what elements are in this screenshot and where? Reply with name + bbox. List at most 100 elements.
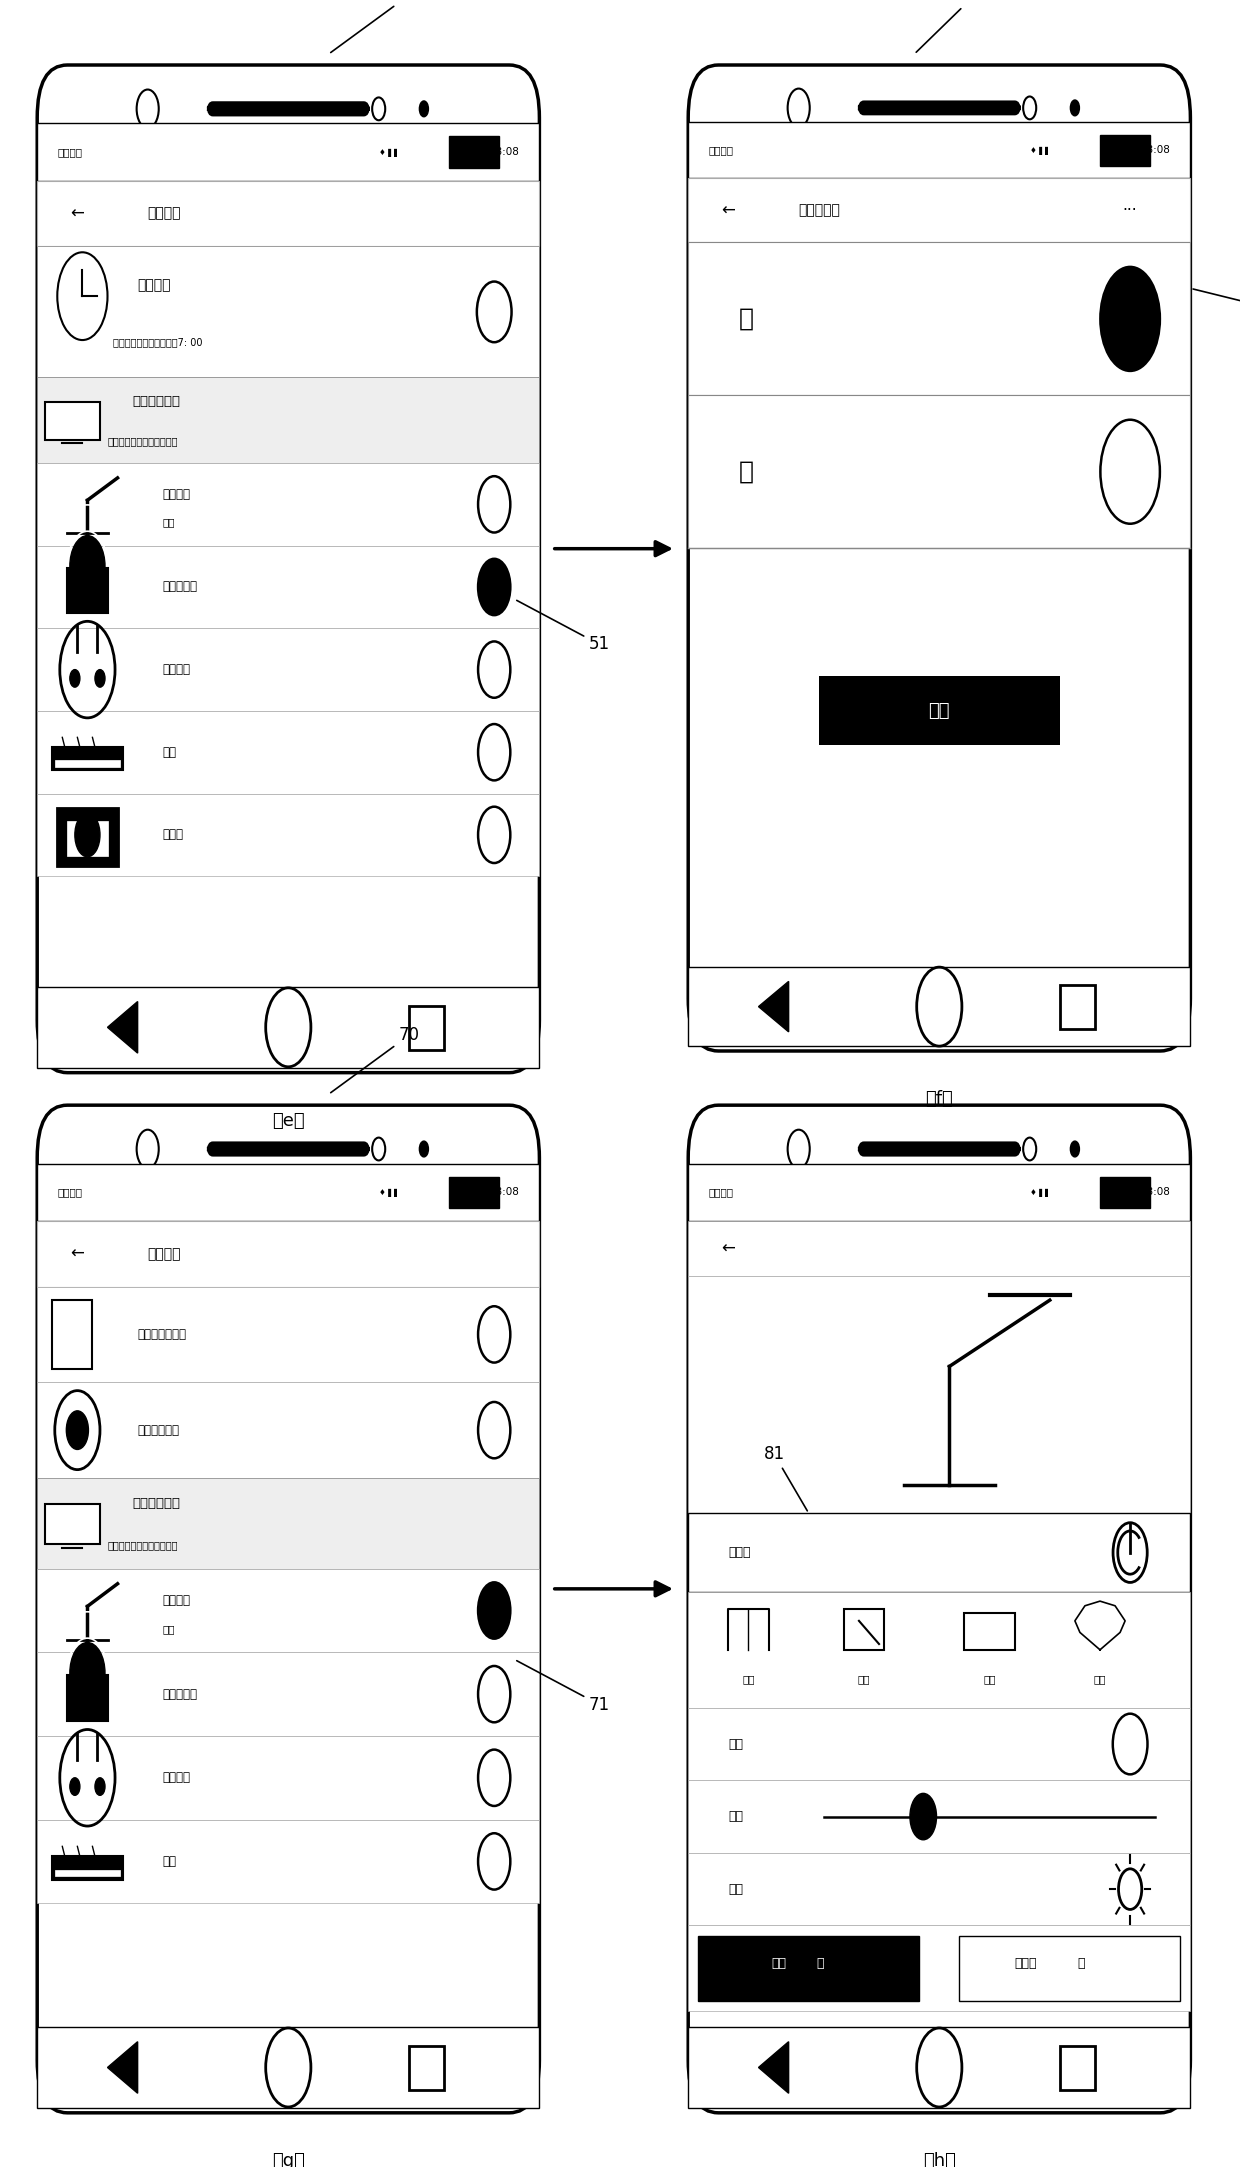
Circle shape (69, 670, 79, 687)
Bar (818, 676, 1060, 745)
Text: 81: 81 (764, 1445, 807, 1510)
Text: （g）: （g） (272, 2152, 305, 2167)
Bar (37, 2026, 539, 2108)
Text: ←: ← (722, 1240, 735, 1257)
Text: 中国移动: 中国移动 (708, 1188, 733, 1198)
Text: 选择条件: 选择条件 (148, 206, 181, 221)
Text: 日光: 日光 (728, 1883, 743, 1896)
Text: 特定时间: 特定时间 (138, 280, 171, 293)
Text: 人体感应器: 人体感应器 (162, 1688, 197, 1701)
Text: ···: ··· (1123, 204, 1137, 219)
Bar (37, 180, 539, 247)
Text: 智能插座: 智能插座 (162, 663, 191, 676)
Bar (688, 394, 1190, 548)
Circle shape (69, 1777, 79, 1794)
Bar (1060, 2046, 1095, 2089)
FancyBboxPatch shape (37, 1105, 539, 2113)
Text: ←: ← (71, 204, 84, 223)
Bar (57, 808, 118, 867)
Text: 中国移动: 中国移动 (57, 1188, 82, 1198)
Bar (37, 986, 539, 1068)
Text: 书写台灯: 书写台灯 (162, 488, 191, 501)
Circle shape (479, 1582, 511, 1638)
Bar (688, 121, 1190, 178)
FancyBboxPatch shape (859, 1142, 1019, 1155)
Text: 最爱: 最爱 (1094, 1673, 1106, 1684)
Bar (52, 748, 123, 771)
Bar (37, 1383, 539, 1478)
Bar (37, 1569, 539, 1651)
Polygon shape (108, 2041, 138, 2093)
Text: ♦ ▌▌: ♦ ▌▌ (1029, 145, 1050, 154)
Circle shape (1100, 267, 1159, 371)
Text: 空调: 空调 (162, 745, 177, 758)
Bar (698, 1935, 919, 2000)
Text: 颜色: 颜色 (728, 1738, 743, 1751)
Bar (688, 1708, 1190, 1781)
Text: 执行某项智能: 执行某项智能 (138, 1424, 180, 1437)
Text: 定时: 定时 (771, 1957, 786, 1970)
Polygon shape (759, 982, 789, 1031)
Text: 🔔: 🔔 (816, 1957, 823, 1970)
Text: 倒计时: 倒计时 (1014, 1957, 1037, 1970)
Text: 开: 开 (739, 308, 754, 332)
Text: （e）: （e） (272, 1112, 305, 1129)
Bar (688, 1220, 1190, 1276)
Bar (688, 243, 1190, 394)
Text: 向手机发送通知: 向手机发送通知 (138, 1328, 187, 1341)
Bar (37, 793, 539, 875)
Circle shape (95, 670, 105, 687)
Bar (52, 1300, 93, 1370)
Text: 08:08: 08:08 (1141, 1188, 1171, 1198)
Circle shape (95, 1777, 105, 1794)
Text: 人体感应器: 人体感应器 (162, 581, 197, 594)
Polygon shape (759, 2041, 789, 2093)
Text: 如人体感应器检测有人经过: 如人体感应器检测有人经过 (108, 1541, 179, 1549)
Bar (37, 1164, 539, 1220)
Bar (688, 1781, 1190, 1853)
FancyBboxPatch shape (688, 1105, 1190, 2113)
Text: 电脑: 电脑 (983, 1673, 996, 1684)
Text: 人体感应器: 人体感应器 (799, 204, 841, 217)
Text: ♦ ▌▌: ♦ ▌▌ (378, 147, 399, 156)
Polygon shape (108, 1001, 138, 1053)
Bar (37, 377, 539, 464)
Text: 61: 61 (1193, 288, 1240, 314)
Text: 书写台灯: 书写台灯 (162, 1595, 191, 1608)
Bar (688, 2026, 1190, 2108)
Bar (844, 1610, 884, 1649)
Bar (37, 1651, 539, 1736)
Bar (67, 1675, 108, 1721)
Text: 智能设备触发: 智能设备触发 (133, 394, 181, 407)
Bar (55, 1870, 120, 1877)
Circle shape (479, 559, 511, 615)
Circle shape (419, 102, 428, 117)
Text: ⏳: ⏳ (1078, 1957, 1085, 1970)
Bar (688, 1853, 1190, 1926)
Bar (37, 247, 539, 377)
Text: 智能插座: 智能插座 (162, 1770, 191, 1783)
FancyBboxPatch shape (859, 102, 1019, 115)
Circle shape (74, 813, 100, 856)
FancyBboxPatch shape (688, 65, 1190, 1051)
Bar (67, 821, 108, 856)
Bar (688, 1513, 1190, 1593)
Text: 控制智能设备: 控制智能设备 (133, 1497, 181, 1510)
Circle shape (69, 535, 105, 598)
Text: 智能设备: 智能设备 (148, 1246, 181, 1261)
Text: ♦ ▌▌: ♦ ▌▌ (378, 1188, 399, 1196)
Circle shape (1070, 1142, 1079, 1157)
Bar (55, 761, 120, 767)
Bar (52, 1857, 123, 1879)
Text: 书房: 书房 (162, 1623, 175, 1634)
Bar (688, 1593, 1190, 1708)
Text: 触发任务的时间，如早晨7: 00: 触发任务的时间，如早晨7: 00 (113, 338, 202, 347)
Bar (688, 1926, 1190, 2011)
Bar (37, 1220, 539, 1287)
Text: 50: 50 (331, 0, 420, 52)
Bar (67, 568, 108, 613)
Bar (449, 137, 500, 169)
Text: ←: ← (71, 1244, 84, 1263)
Text: 书写: 书写 (858, 1673, 870, 1684)
Text: 如人体感应器检测有人经过: 如人体感应器检测有人经过 (108, 436, 179, 446)
